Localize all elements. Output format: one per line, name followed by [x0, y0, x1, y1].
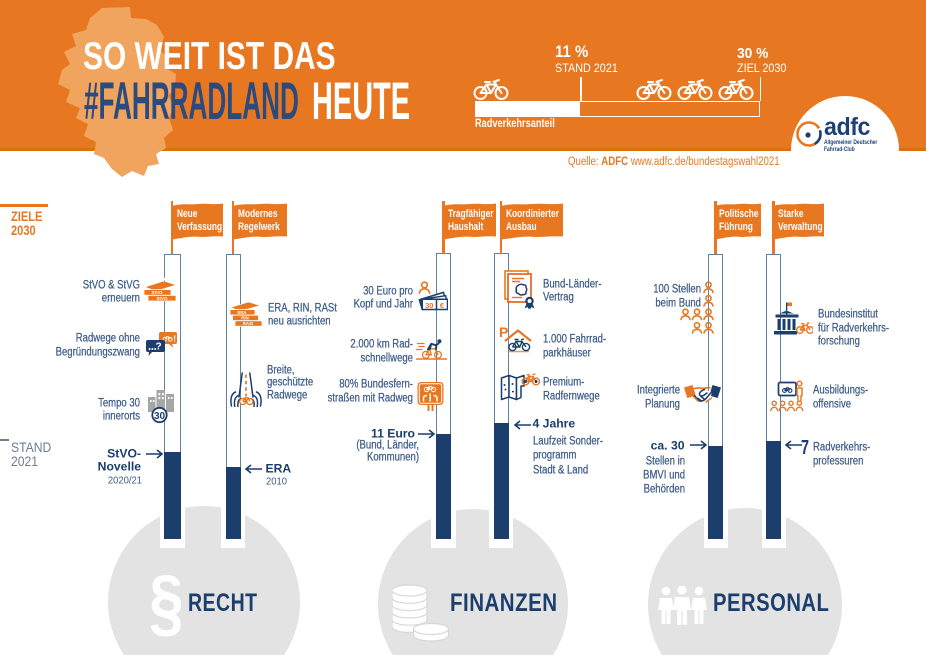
- svg-text:RIN: RIN: [241, 316, 248, 321]
- svg-text:30: 30: [425, 301, 433, 310]
- svg-text:€: €: [440, 301, 445, 310]
- svg-text:StVG: StVG: [156, 296, 168, 301]
- svg-text:!: !: [173, 334, 176, 344]
- svg-text:RASt: RASt: [243, 321, 254, 326]
- svg-text:?: ?: [156, 342, 162, 353]
- svg-text:30: 30: [154, 411, 166, 422]
- svg-text:ERA: ERA: [237, 310, 246, 315]
- svg-text:P: P: [499, 324, 508, 340]
- svg-text:StVO: StVO: [151, 290, 163, 295]
